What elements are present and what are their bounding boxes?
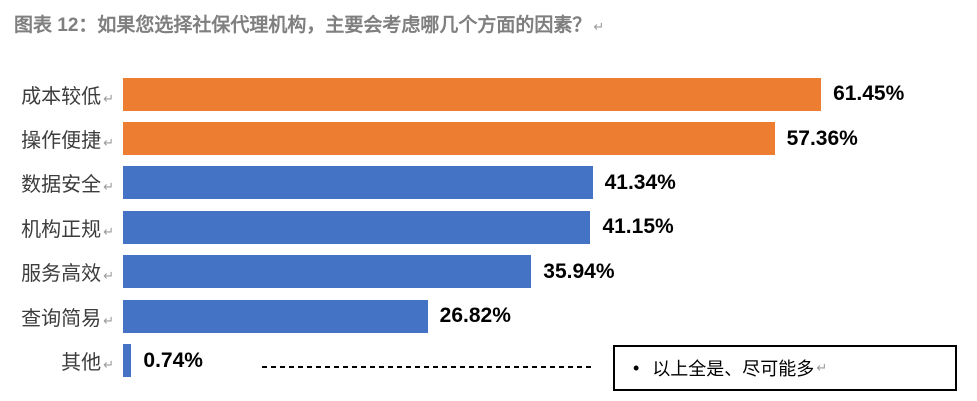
paragraph-return-mark-icon: ↵: [103, 223, 114, 239]
paragraph-return-mark-icon: ↵: [103, 312, 114, 328]
category-label-text: 操作便捷: [21, 130, 102, 153]
category-label: 机构正规 ↵: [0, 213, 114, 242]
bar-row: 成本较低 ↵ 61.45%: [0, 72, 977, 116]
bar: [123, 344, 132, 378]
category-label-text: 服务高效: [21, 263, 102, 286]
bar-row: 操作便捷 ↵ 57.36%: [0, 116, 977, 160]
paragraph-return-mark-icon: ↵: [103, 135, 114, 151]
bar: [123, 77, 822, 111]
bar-row: 服务高效 ↵ 35.94%: [0, 250, 977, 294]
bar-row: 数据安全 ↵ 41.34%: [0, 161, 977, 205]
category-label: 查询简易 ↵: [0, 302, 114, 331]
bar: [123, 210, 591, 244]
category-label: 数据安全 ↵: [0, 168, 114, 197]
figure-title: 图表 12：如果您选择社保代理机构，主要会考虑哪几个方面的因素？ ↵: [14, 10, 604, 37]
bar-row: 查询简易 ↵ 26.82%: [0, 294, 977, 338]
value-label: 0.74%: [143, 348, 203, 372]
category-label: 成本较低 ↵: [0, 80, 114, 109]
paragraph-return-mark-icon: ↵: [103, 179, 114, 195]
annotation-box: • 以上全是、尽可能多 ↵: [613, 345, 957, 391]
category-label: 服务高效 ↵: [0, 257, 114, 286]
value-label: 41.15%: [602, 215, 674, 239]
bar: [123, 299, 428, 333]
bar-row: 其他 ↵ 0.74%: [0, 338, 977, 382]
bar-row: 机构正规 ↵ 41.15%: [0, 205, 977, 249]
figure-title-text: 图表 12：如果您选择社保代理机构，主要会考虑哪几个方面的因素？: [14, 15, 592, 36]
paragraph-return-mark-icon: ↵: [103, 357, 114, 373]
bar: [123, 122, 775, 156]
annotation-leader-dashed-line: [262, 366, 595, 368]
category-label: 操作便捷 ↵: [0, 124, 114, 153]
paragraph-return-mark-icon: ↵: [103, 90, 114, 106]
value-label: 61.45%: [833, 82, 905, 106]
value-label: 35.94%: [543, 259, 615, 283]
bullet-marker-icon: •: [633, 357, 640, 378]
category-label-text: 数据安全: [21, 174, 102, 197]
paragraph-return-mark-icon: ↵: [593, 19, 605, 34]
annotation-text: 以上全是、尽可能多: [652, 359, 815, 379]
paragraph-return-mark-icon: ↵: [103, 268, 114, 284]
category-label-text: 其他: [61, 352, 102, 375]
paragraph-return-mark-icon: ↵: [816, 360, 828, 375]
value-label: 26.82%: [439, 304, 511, 328]
category-label-text: 成本较低: [21, 85, 102, 108]
category-label: 其他 ↵: [0, 346, 114, 375]
horizontal-bar-chart: 成本较低 ↵ 61.45% 操作便捷 ↵ 57.36% 数据安全 ↵ 41.34% 机构正规 ↵ 41…: [0, 72, 977, 383]
bar: [123, 166, 593, 200]
category-label-text: 机构正规: [21, 218, 102, 241]
bar: [123, 255, 532, 289]
category-label-text: 查询简易: [21, 307, 102, 330]
value-label: 41.34%: [604, 170, 676, 194]
value-label: 57.36%: [786, 126, 858, 150]
